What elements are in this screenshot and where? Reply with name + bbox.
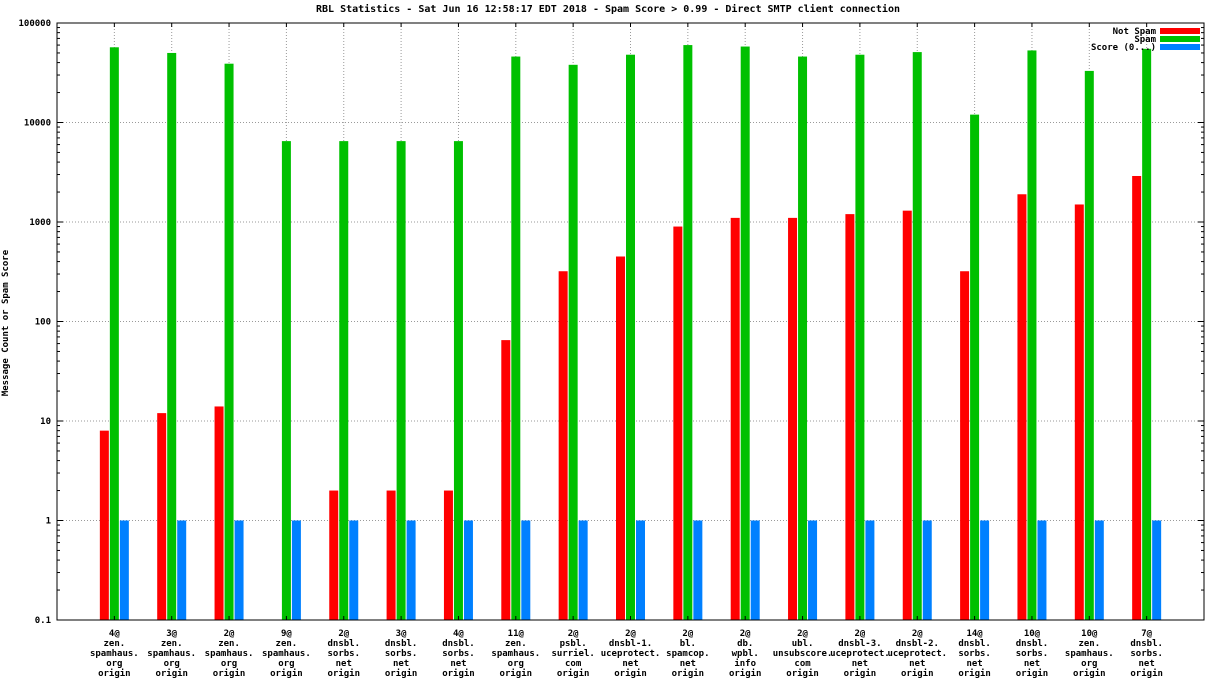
y-tick-label: 1 [46, 517, 51, 527]
legend-swatch [1160, 36, 1200, 42]
x-tick-label: 2@ ubl. unsubscore. com origin [773, 629, 833, 679]
bar [463, 520, 473, 620]
x-tick-label: 2@ zen. spamhaus. org origin [205, 629, 254, 679]
bar [349, 520, 359, 620]
bar [99, 430, 109, 620]
x-tick-label: 3@ zen. spamhaus. org origin [147, 629, 196, 679]
bar [119, 520, 129, 620]
bar [281, 141, 291, 621]
bar [329, 490, 339, 620]
legend-label: Not Spam [1113, 27, 1157, 37]
bar [912, 52, 922, 621]
bar [1132, 175, 1142, 620]
x-tick-label: 9@ zen. spamhaus. org origin [262, 629, 311, 679]
bar [1094, 520, 1104, 620]
x-tick-label: 2@ dnsbl-3. uceprotect. net origin [830, 629, 890, 679]
bar [453, 141, 463, 621]
bar [845, 214, 855, 620]
y-tick-label: 10 [40, 417, 51, 427]
x-tick-label: 2@ db. wpbl. info origin [729, 629, 762, 679]
series-score-0- [119, 520, 1162, 620]
chart-title: RBL Statistics - Sat Jun 16 12:58:17 EDT… [316, 4, 900, 15]
bar [511, 56, 521, 620]
bar [396, 141, 406, 621]
y-tick-label: 100000 [18, 19, 51, 29]
bar [740, 46, 750, 620]
bar [808, 520, 818, 620]
bar [626, 54, 635, 621]
bar [616, 256, 625, 620]
bar [1017, 194, 1027, 620]
bar [636, 520, 645, 620]
bar [177, 520, 187, 620]
bar [673, 226, 683, 621]
bar [167, 52, 177, 620]
bar [558, 271, 568, 620]
x-tick-label: 10@ zen. spamhaus. org origin [1065, 629, 1114, 679]
series-not-spam [99, 175, 1142, 621]
bar [970, 114, 980, 621]
bar [1074, 204, 1084, 620]
bar [683, 45, 693, 620]
bar [788, 217, 798, 621]
x-tick-label: 4@ zen. spamhaus. org origin [90, 629, 139, 679]
bar [1027, 50, 1037, 620]
bar [798, 56, 808, 620]
bar [980, 520, 990, 620]
y-tick-labels: 0.1 1 10 100 1000 10000 100000 [18, 19, 51, 626]
x-tick-label: 10@ dnsbl. sorbs. net origin [1016, 629, 1049, 679]
x-tick-label: 2@ bl. spamcop. net origin [666, 629, 709, 679]
bar [865, 520, 875, 620]
bar [339, 141, 349, 621]
bar [214, 406, 224, 620]
legend-swatch [1160, 44, 1200, 50]
bar [109, 47, 119, 620]
x-tick-label: 7@ dnsbl. sorbs. net origin [1130, 629, 1163, 679]
x-tick-label: 2@ dnsbl. sorbs. net origin [327, 629, 360, 679]
bar [224, 63, 234, 620]
x-tick-label: 11@ zen. spamhaus. org origin [491, 629, 540, 679]
bar [406, 520, 416, 620]
bar [568, 64, 578, 621]
bar [922, 520, 932, 620]
bar [501, 340, 511, 620]
y-tick-label: 100 [35, 318, 51, 328]
x-tick-label: 4@ dnsbl. sorbs. net origin [442, 629, 475, 679]
bar [1142, 48, 1152, 620]
bar [730, 217, 740, 621]
bar [902, 210, 912, 620]
x-tick-label: 3@ dnsbl. sorbs. net origin [385, 629, 418, 679]
legend-label: Score (0...) [1091, 43, 1156, 53]
bar [234, 520, 244, 620]
y-tick-label: 10000 [24, 119, 51, 129]
legend-swatch [1160, 28, 1200, 34]
bar [578, 520, 588, 620]
x-tick-label: 2@ dnsbl-2. uceprotect. net origin [887, 629, 947, 679]
y-tick-label: 1000 [29, 218, 51, 228]
bar [1152, 520, 1162, 620]
bar [855, 54, 865, 621]
legend-label: Spam [1134, 35, 1156, 45]
bar [386, 490, 396, 620]
bar [693, 520, 703, 620]
x-tick-label: 2@ psbl. surriel. com origin [551, 629, 594, 679]
y-tick-label: 0.1 [35, 616, 51, 626]
bar [521, 520, 531, 620]
bar [1037, 520, 1047, 620]
tick-marks [57, 22, 1204, 621]
x-tick-label: 2@ dnsbl-1. uceprotect. net origin [601, 629, 661, 679]
bar [157, 413, 167, 620]
bar [443, 490, 453, 620]
bar [1084, 70, 1094, 621]
bar [960, 271, 970, 620]
bar [750, 520, 760, 620]
x-tick-label: 14@ dnsbl. sorbs. net origin [958, 629, 991, 679]
bar [291, 520, 301, 620]
series-spam [109, 45, 1152, 621]
